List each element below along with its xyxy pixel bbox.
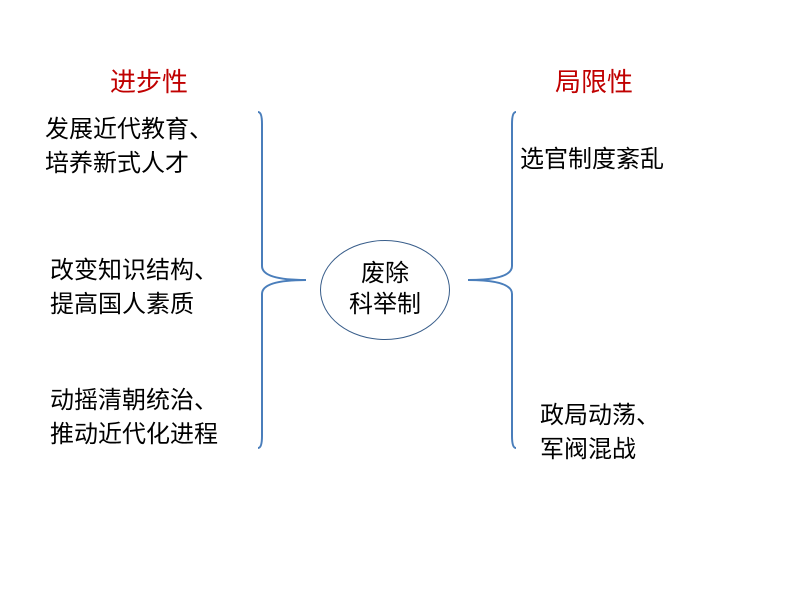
left-header: 进步性: [110, 62, 188, 99]
right-item-0-line1: 选官制度紊乱: [520, 147, 664, 173]
left-item-0: 发展近代教育、 培养新式人才: [45, 114, 213, 181]
center-line1: 废除: [361, 261, 409, 287]
left-item-2: 动摇清朝统治、 推动近代化进程: [50, 385, 218, 452]
right-item-0: 选官制度紊乱: [520, 144, 664, 178]
left-item-1-line1: 改变知识结构、: [50, 258, 218, 284]
left-item-2-line1: 动摇清朝统治、: [50, 388, 218, 414]
left-item-1-line2: 提高国人素质: [50, 292, 194, 318]
right-bracket: [468, 110, 518, 450]
center-text: 废除 科举制: [349, 259, 421, 321]
left-bracket: [256, 110, 306, 450]
right-item-1-line1: 政局动荡、: [540, 403, 660, 429]
right-header: 局限性: [555, 62, 633, 99]
left-item-2-line2: 推动近代化进程: [50, 422, 218, 448]
left-item-1: 改变知识结构、 提高国人素质: [50, 255, 218, 322]
left-item-0-line1: 发展近代教育、: [45, 117, 213, 143]
center-line2: 科举制: [349, 292, 421, 318]
right-item-1: 政局动荡、 军阀混战: [540, 400, 660, 467]
left-item-0-line2: 培养新式人才: [45, 151, 189, 177]
right-item-1-line2: 军阀混战: [540, 437, 636, 463]
center-oval: 废除 科举制: [320, 240, 450, 340]
